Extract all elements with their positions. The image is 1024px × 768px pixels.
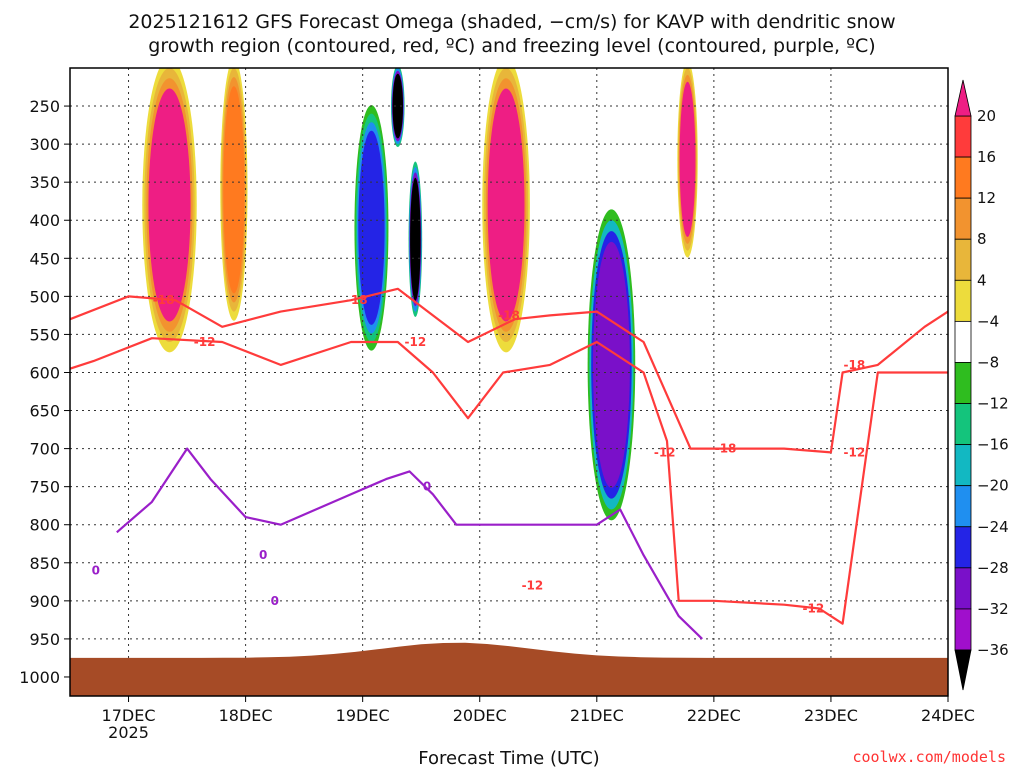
chart-title-line-1: 2025121612 GFS Forecast Omega (shaded, −… (128, 11, 895, 33)
y-tick-label: 850 (29, 554, 60, 573)
x-axis-title: Forecast Time (UTC) (418, 748, 599, 768)
dgz-contour-label: -12 (654, 445, 676, 459)
omega-cell-5-3 (487, 88, 525, 322)
omega-shading (142, 68, 698, 521)
colorbar-level-label: −32 (977, 600, 1009, 618)
colorbar-bottom-arrow (954, 649, 972, 691)
colorbar-level-label: −4 (977, 312, 999, 330)
dgz-contour-label: -18 (498, 308, 520, 322)
freezing-contour-label: 0 (92, 563, 100, 577)
plot-frame (69, 67, 949, 697)
omega-cell-7-3 (679, 81, 696, 237)
colorbar-level-label: 4 (977, 271, 987, 289)
dgz-contour-label: -12 (522, 579, 544, 593)
chart-title-line-2: growth region (contoured, red, ºC) and f… (148, 35, 875, 57)
colorbar-band (954, 403, 972, 446)
terrain (70, 642, 948, 696)
omega-cell-6-3 (592, 241, 630, 488)
colorbar-level-label: −12 (977, 395, 1009, 413)
y-tick-label: 250 (29, 97, 60, 116)
colorbar-band (954, 238, 972, 281)
colorbar-band (954, 362, 972, 404)
colorbar-level-label: −36 (977, 641, 1009, 659)
y-tick-label: 950 (29, 630, 60, 649)
dgz-contour-label: -18 (153, 293, 175, 307)
y-tick-label: 1000 (19, 668, 60, 687)
dgz-contour-label: -18 (844, 358, 866, 372)
freezing-contour-label: 0 (423, 480, 431, 494)
freezing-contour-label: 0 (271, 594, 279, 608)
y-tick-label: 450 (29, 249, 60, 268)
colorbar-level-label: −20 (977, 477, 1009, 495)
x-tick-label: 23DEC (804, 706, 858, 725)
colorbar-level-label: −8 (977, 353, 999, 371)
x-tick-label: 20DEC (453, 706, 507, 725)
colorbar-level-label: 8 (977, 230, 987, 248)
omega-cell-2-3 (358, 130, 385, 325)
x-tick-label: 21DEC (570, 706, 624, 725)
dgz-contour-label: -12 (844, 445, 866, 459)
dgz-contour-label: -12 (194, 335, 216, 349)
contours (70, 287, 948, 640)
colorbar-band (954, 115, 972, 158)
x-tick-label: 18DEC (219, 706, 273, 725)
colorbar-band (954, 608, 972, 651)
y-tick-label: 900 (29, 592, 60, 611)
colorbar-level-label: −24 (977, 518, 1009, 536)
colorbar-band (954, 567, 972, 610)
colorbar-band (954, 444, 972, 487)
y-tick-label: 650 (29, 402, 60, 421)
colorbar-level-label: −28 (977, 559, 1009, 577)
colorbar-level-label: 16 (977, 148, 996, 166)
y-tick-label: 400 (29, 211, 60, 230)
omega-cell-3-3 (392, 73, 404, 139)
colorbar-band (954, 279, 972, 322)
colorbar-top-arrow (954, 79, 972, 117)
x-tick-label: 22DEC (687, 706, 741, 725)
plot-area: -18 -12 -18 -12 -18 -12 -12 -18 -18 -12 -12 0 0 0 0 (70, 68, 948, 696)
dgz-minus18-contour (70, 287, 948, 454)
dgz-contour-label: -12 (803, 601, 825, 615)
colorbar-level-label: 20 (977, 107, 996, 125)
contour-labels: -18 -12 -18 -12 -18 -12 -12 -18 -18 -12 -12 0 0 0 0 (92, 293, 866, 615)
y-tick-label: 500 (29, 287, 60, 306)
dgz-contour-label: -12 (405, 335, 427, 349)
colorbar-band (954, 320, 972, 363)
colorbar: 20 16 12 8 4 −4 −8 −12 −16 −20 −24 −28 −32 −36 (954, 79, 1009, 691)
omega-cell-1-3 (223, 86, 245, 294)
x-tick-label: 17DEC (102, 706, 156, 725)
colorbar-band (954, 485, 972, 528)
colorbar-band (954, 526, 972, 569)
dgz-contour-label: -18 (715, 442, 737, 456)
omega-cell-4-3 (410, 177, 421, 301)
colorbar-band (954, 197, 972, 240)
colorbar-level-label: −16 (977, 436, 1009, 454)
y-tick-label: 600 (29, 363, 60, 382)
colorbar-band (954, 156, 972, 199)
omega-cell-0-3 (148, 88, 191, 322)
y-tick-label: 700 (29, 440, 60, 459)
credit-text: coolwx.com/models (852, 748, 1006, 766)
y-tick-label: 800 (29, 516, 60, 535)
dgz-minus12-contour (70, 337, 948, 625)
y-tick-label: 350 (29, 173, 60, 192)
x-tick-year-label: 2025 (108, 723, 149, 742)
y-tick-label: 300 (29, 135, 60, 154)
x-tick-label: 19DEC (336, 706, 390, 725)
freezing-level-contour (116, 447, 703, 640)
dgz-contour-label: -18 (346, 293, 368, 307)
freezing-contour-label: 0 (259, 548, 267, 562)
y-tick-label: 750 (29, 478, 60, 497)
y-axis: 250 300 350 400 450 500 550 600 650 700 750 800 850 9… (19, 97, 70, 687)
y-tick-label: 550 (29, 325, 60, 344)
terrain-fill (70, 642, 948, 696)
colorbar-level-label: 12 (977, 189, 996, 207)
x-tick-label: 24DEC (921, 706, 975, 725)
